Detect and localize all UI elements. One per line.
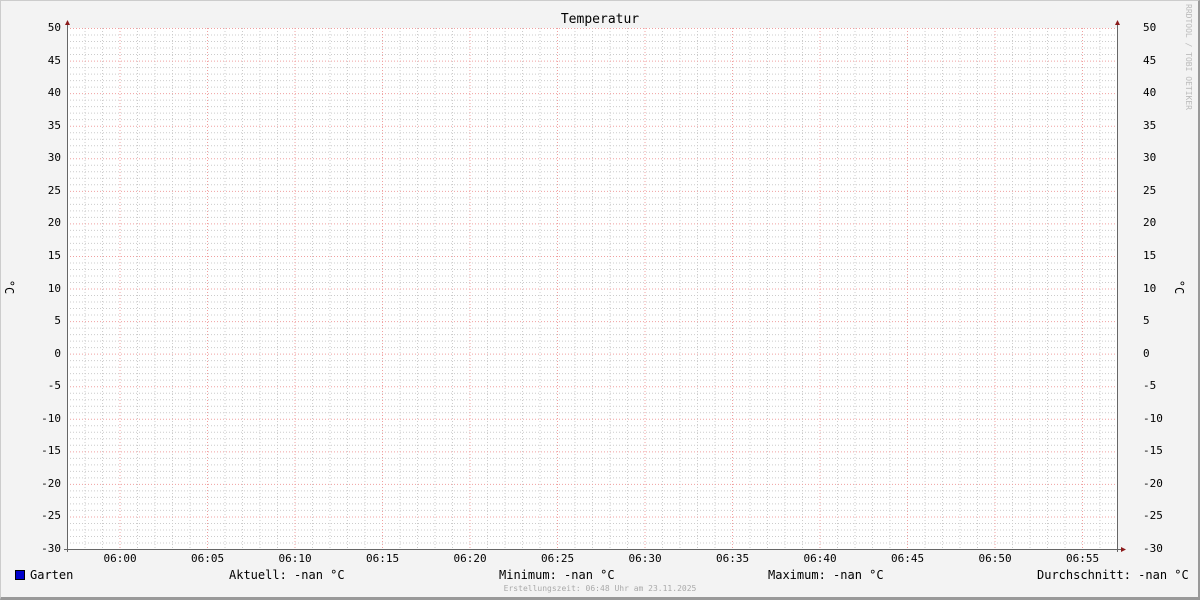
y-tick-label-left: 15 <box>47 248 61 262</box>
y-tick-label-right: -15 <box>1143 444 1163 458</box>
y-tick-label-right: 25 <box>1143 183 1157 197</box>
y-tick-label-left: 50 <box>47 21 61 34</box>
legend-average: Durchschnitt: -nan °C <box>1037 568 1189 582</box>
legend-series-name: Garten <box>30 568 74 582</box>
y-tick-label-left: -5 <box>47 379 61 393</box>
y-tick-label-right: 40 <box>1143 86 1157 100</box>
x-axis-arrow <box>1121 547 1126 552</box>
legend-swatch-garten <box>15 570 25 580</box>
creation-time: Erstellungszeit: 06:48 Uhr am 23.11.2025 <box>503 584 697 593</box>
x-tick-label: 06:00 <box>103 552 137 565</box>
y-axis-arrow-right <box>1115 20 1120 25</box>
y-axis-label-left: °C <box>2 279 17 295</box>
y-tick-label-left: 0 <box>54 346 61 360</box>
y-tick-label-left: -10 <box>41 411 61 425</box>
x-tick-label: 06:55 <box>1066 552 1100 565</box>
x-tick-label: 06:40 <box>803 552 837 565</box>
y-tick-label-left: -25 <box>41 509 61 523</box>
y-tick-label-right: 20 <box>1143 216 1157 230</box>
x-tick-label: 06:35 <box>716 552 750 565</box>
y-tick-label-left: 35 <box>47 118 61 132</box>
y-tick-label-left: 40 <box>47 86 61 100</box>
x-tick-label: 06:15 <box>366 552 400 565</box>
y-tick-label-right: 35 <box>1143 118 1157 132</box>
x-tick-label: 06:45 <box>891 552 925 565</box>
legend-minimum: Minimum: -nan °C <box>499 568 615 582</box>
y-tick-label-right: -20 <box>1143 476 1163 490</box>
y-tick-label-left: -20 <box>41 476 61 490</box>
x-tick-label: 06:25 <box>541 552 575 565</box>
y-tick-label-left: 20 <box>47 216 61 230</box>
y-tick-label-left: 45 <box>47 53 61 67</box>
x-tick-label: 06:05 <box>191 552 225 565</box>
y-tick-label-left: 5 <box>54 314 61 328</box>
y-tick-label-right: -30 <box>1143 542 1163 555</box>
x-tick-label: 06:30 <box>628 552 662 565</box>
y-tick-label-right: 0 <box>1143 346 1150 360</box>
y-tick-label-right: 45 <box>1143 53 1157 67</box>
y-tick-label-left: 30 <box>47 151 61 165</box>
y-tick-label-left: 10 <box>47 281 61 295</box>
x-tick-label: 06:20 <box>453 552 487 565</box>
legend-maximum: Maximum: -nan °C <box>768 568 884 582</box>
y-tick-label-left: -15 <box>41 444 61 458</box>
y-axis-label-right: °C <box>1172 279 1187 295</box>
chart-title: Temperatur <box>560 12 640 27</box>
y-tick-label-right: 5 <box>1143 314 1150 328</box>
x-tick-label: 06:50 <box>978 552 1012 565</box>
watermark: RRDTOOL / TOBI OETIKER <box>1184 4 1193 110</box>
y-axis-arrow-left <box>65 20 70 25</box>
legend-current: Aktuell: -nan °C <box>229 568 345 582</box>
y-tick-label-right: -10 <box>1143 411 1163 425</box>
y-tick-label-right: -25 <box>1143 509 1163 523</box>
y-tick-label-right: 30 <box>1143 151 1157 165</box>
y-tick-label-left: -30 <box>41 542 61 555</box>
y-tick-label-right: 50 <box>1143 21 1157 34</box>
y-tick-label-left: 25 <box>47 183 61 197</box>
y-tick-label-right: -5 <box>1143 379 1157 393</box>
y-tick-label-right: 15 <box>1143 248 1157 262</box>
x-tick-label: 06:10 <box>278 552 312 565</box>
y-tick-label-right: 10 <box>1143 281 1157 295</box>
